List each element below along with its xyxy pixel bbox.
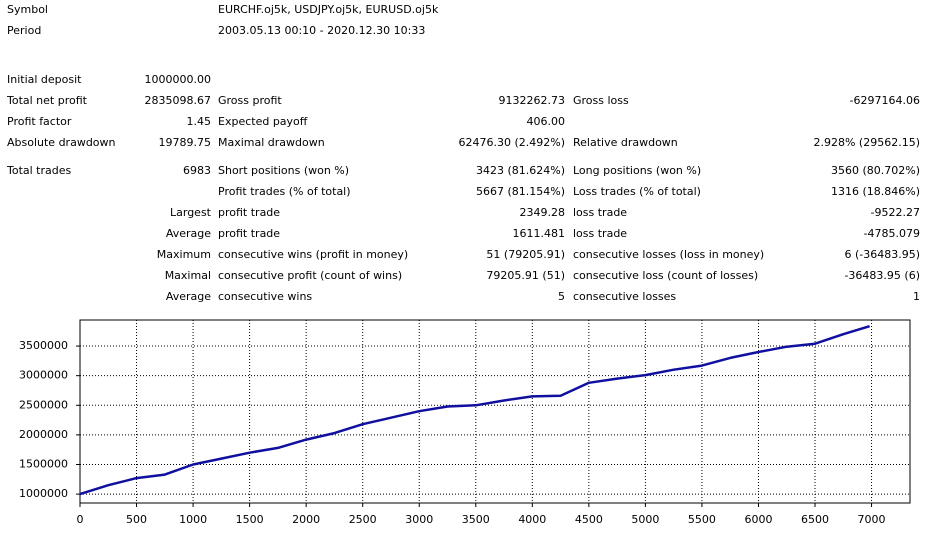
stat-value: 79205.91 (51) [486, 269, 565, 282]
stat-value: 9132262.73 [499, 94, 565, 107]
y-tick-label: 1000000 [19, 487, 68, 500]
stat-value: 5667 (81.154%) [476, 185, 565, 198]
period-label: Period [7, 24, 41, 37]
stat-label: Short positions (won %) [218, 164, 349, 177]
stat-value: 3560 (80.702%) [831, 164, 920, 177]
x-tick-label: 7000 [858, 513, 886, 526]
stat-label: Loss trades (% of total) [573, 185, 701, 198]
stat-label: profit trade [218, 227, 280, 240]
stat-label: consecutive losses [573, 290, 676, 303]
stat-value: 3423 (81.624%) [476, 164, 565, 177]
stat-label: Profit trades (% of total) [218, 185, 351, 198]
stat-label: Total net profit [6, 94, 88, 107]
x-tick-label: 500 [126, 513, 147, 526]
stat-label: Largest [170, 206, 212, 219]
x-tick-label: 2000 [292, 513, 320, 526]
x-tick-label: 3500 [462, 513, 490, 526]
x-tick-label: 1500 [236, 513, 264, 526]
stat-value: 2.928% (29562.15) [813, 136, 920, 149]
symbol: EURCHF.oj5k, USDJPY.oj5k, EURUSD.oj5k [218, 3, 439, 16]
stat-value: 62476.30 (2.492%) [458, 136, 565, 149]
y-tick-label: 3000000 [19, 369, 68, 382]
stat-value: 1000000.00 [145, 73, 211, 86]
stat-label: consecutive losses (loss in money) [573, 248, 764, 261]
stat-label: consecutive wins (profit in money) [218, 248, 408, 261]
x-tick-label: 6000 [744, 513, 772, 526]
y-tick-label: 2000000 [19, 428, 68, 441]
stat-value: 2349.28 [520, 206, 566, 219]
stat-value: 51 (79205.91) [486, 248, 565, 261]
x-tick-label: 3000 [405, 513, 433, 526]
y-tick-label: 2500000 [19, 398, 68, 411]
stat-value: -36483.95 (6) [844, 269, 920, 282]
x-tick-label: 5000 [631, 513, 659, 526]
x-tick-label: 4000 [518, 513, 546, 526]
stat-label: profit trade [218, 206, 280, 219]
stat-label: consecutive profit (count of wins) [218, 269, 402, 282]
stat-label: Initial deposit [7, 73, 82, 86]
stat-label: Gross loss [573, 94, 629, 107]
stat-label: Absolute drawdown [7, 136, 116, 149]
x-tick-label: 5500 [688, 513, 716, 526]
x-tick-label: 2500 [349, 513, 377, 526]
stat-value: 6 (-36483.95) [844, 248, 920, 261]
stat-value: 2835098.67 [145, 94, 211, 107]
stat-value: -9522.27 [871, 206, 920, 219]
stat-label: Maximal drawdown [218, 136, 325, 149]
y-tick-label: 3500000 [19, 339, 68, 352]
stat-label: Profit factor [7, 115, 72, 128]
symbol-label: Symbol [7, 3, 48, 16]
balance-line [79, 325, 870, 496]
x-tick-label: 0 [77, 513, 84, 526]
stat-value: 1.45 [187, 115, 212, 128]
stat-label: Total trades [6, 164, 72, 177]
stat-label: Average [166, 290, 211, 303]
stat-label: Long positions (won %) [573, 164, 701, 177]
stat-label: Gross profit [218, 94, 282, 107]
stat-value: 1316 (18.846%) [831, 185, 920, 198]
stat-label: Average [166, 227, 211, 240]
x-tick-label: 4500 [575, 513, 603, 526]
stat-value: 1 [913, 290, 920, 303]
period: 2003.05.13 00:10 - 2020.12.30 10:33 [218, 24, 425, 37]
stat-value: 5 [558, 290, 565, 303]
stat-label: loss trade [573, 206, 627, 219]
stat-label: Relative drawdown [573, 136, 678, 149]
stat-value: 1611.481 [513, 227, 566, 240]
stat-label: Maximum [157, 248, 211, 261]
stat-value: -4785.079 [864, 227, 920, 240]
stat-value: -6297164.06 [850, 94, 920, 107]
stat-value: 19789.75 [159, 136, 212, 149]
stat-value: 6983 [183, 164, 211, 177]
y-tick-label: 1500000 [19, 458, 68, 471]
stat-label: Expected payoff [218, 115, 308, 128]
stat-label: Maximal [165, 269, 211, 282]
stat-label: consecutive wins [218, 290, 312, 303]
stat-label: consecutive loss (count of losses) [573, 269, 758, 282]
stat-value: 406.00 [527, 115, 566, 128]
stat-label: loss trade [573, 227, 627, 240]
x-tick-label: 1000 [179, 513, 207, 526]
x-tick-label: 6500 [801, 513, 829, 526]
